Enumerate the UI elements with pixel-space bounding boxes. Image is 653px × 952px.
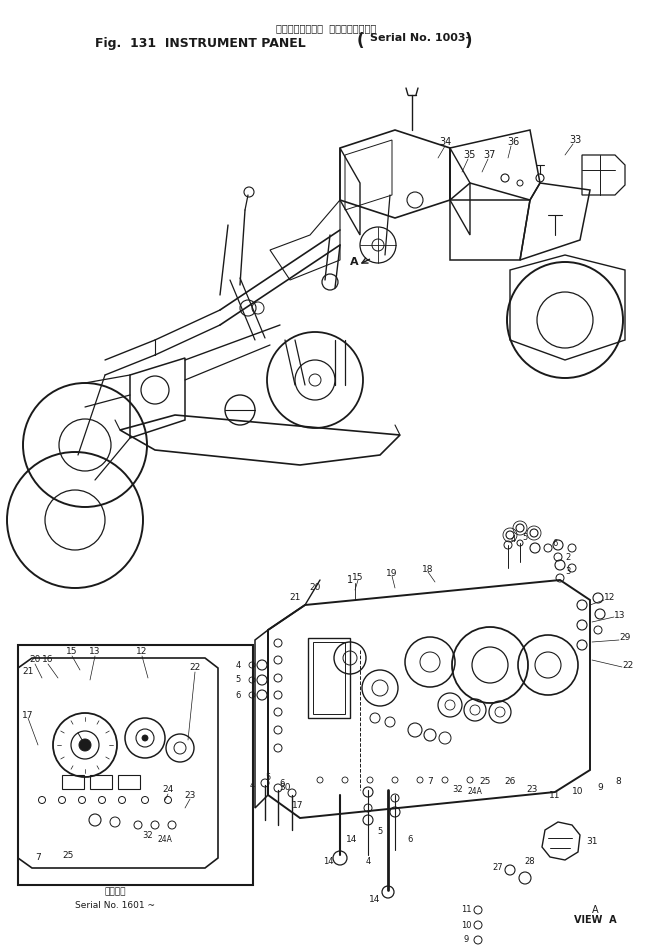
Text: 34: 34 — [439, 137, 451, 147]
Text: 8: 8 — [615, 778, 621, 786]
Text: 5: 5 — [377, 827, 383, 837]
Text: 24A: 24A — [468, 787, 483, 797]
Text: A: A — [350, 257, 358, 267]
Text: 5: 5 — [235, 676, 240, 684]
Text: 20: 20 — [29, 656, 40, 664]
Text: Fig.  131  INSTRUMENT PANEL: Fig. 131 INSTRUMENT PANEL — [95, 37, 306, 50]
Text: 26: 26 — [504, 778, 516, 786]
Text: 21: 21 — [22, 667, 34, 677]
Bar — [313, 642, 345, 714]
Text: 19: 19 — [387, 568, 398, 578]
Text: 24: 24 — [163, 785, 174, 795]
Text: 21: 21 — [289, 593, 300, 603]
Bar — [118, 775, 140, 789]
Text: 37: 37 — [484, 150, 496, 160]
Text: 29: 29 — [619, 633, 631, 643]
Text: Serial No. 1003-: Serial No. 1003- — [370, 33, 470, 43]
Text: 6: 6 — [407, 836, 413, 844]
Text: 22: 22 — [622, 661, 633, 669]
Text: 14: 14 — [370, 896, 381, 904]
Circle shape — [79, 739, 91, 751]
Text: 12: 12 — [604, 593, 616, 603]
Text: 4: 4 — [235, 661, 240, 669]
Text: 6: 6 — [552, 539, 558, 547]
Text: 23: 23 — [526, 785, 537, 795]
Text: 32: 32 — [143, 830, 153, 840]
Text: 7: 7 — [35, 854, 41, 863]
Text: 4: 4 — [511, 535, 516, 545]
Text: 12: 12 — [136, 647, 148, 657]
Text: 23: 23 — [184, 790, 196, 800]
Text: 18: 18 — [422, 565, 434, 573]
Text: 2: 2 — [565, 553, 571, 563]
Text: 28: 28 — [525, 858, 535, 866]
Text: 30: 30 — [279, 783, 291, 792]
Text: 25: 25 — [62, 850, 74, 860]
Bar — [90, 775, 112, 789]
Text: 20: 20 — [310, 583, 321, 591]
Text: 25: 25 — [479, 778, 490, 786]
Text: 1: 1 — [347, 575, 353, 585]
Text: 35: 35 — [464, 150, 476, 160]
Text: 32: 32 — [453, 785, 464, 795]
Circle shape — [142, 735, 148, 741]
Text: インスツルメント  パネル（適用号機: インスツルメント パネル（適用号機 — [276, 23, 376, 33]
Text: VIEW  A: VIEW A — [574, 915, 616, 925]
Text: 5: 5 — [522, 533, 528, 543]
Text: 適用号機: 適用号機 — [104, 887, 126, 897]
Text: 3: 3 — [565, 567, 571, 577]
Text: 14: 14 — [346, 836, 358, 844]
Text: 33: 33 — [569, 135, 581, 145]
Text: 10: 10 — [572, 787, 584, 797]
Text: 31: 31 — [586, 838, 597, 846]
Text: (: ( — [357, 32, 364, 50]
Text: 14: 14 — [323, 858, 333, 866]
Text: 9: 9 — [597, 783, 603, 792]
Text: 13: 13 — [614, 610, 626, 620]
Text: 15: 15 — [352, 572, 364, 582]
Text: Serial No. 1601 ~: Serial No. 1601 ~ — [75, 901, 155, 909]
Text: 11: 11 — [461, 905, 471, 915]
Text: 5: 5 — [265, 773, 270, 783]
Text: 17: 17 — [22, 710, 34, 720]
Bar — [308, 638, 350, 718]
Text: 16: 16 — [42, 656, 54, 664]
Text: A: A — [592, 905, 598, 915]
Text: 15: 15 — [66, 647, 78, 657]
Text: 27: 27 — [492, 863, 503, 872]
Text: 13: 13 — [89, 647, 101, 657]
Text: 17: 17 — [293, 801, 304, 809]
Text: 4: 4 — [366, 858, 371, 866]
Bar — [18, 645, 253, 885]
Bar — [62, 775, 84, 789]
Text: 6: 6 — [235, 690, 241, 700]
Text: 7: 7 — [427, 778, 433, 786]
Text: 10: 10 — [461, 921, 471, 929]
Text: 36: 36 — [507, 137, 519, 147]
Text: 22: 22 — [189, 664, 200, 672]
Text: 6: 6 — [279, 779, 285, 787]
Text: 24A: 24A — [157, 836, 172, 844]
Text: 11: 11 — [549, 790, 561, 800]
Text: 9: 9 — [464, 936, 469, 944]
Text: ): ) — [464, 32, 471, 50]
Text: 4: 4 — [249, 781, 255, 789]
